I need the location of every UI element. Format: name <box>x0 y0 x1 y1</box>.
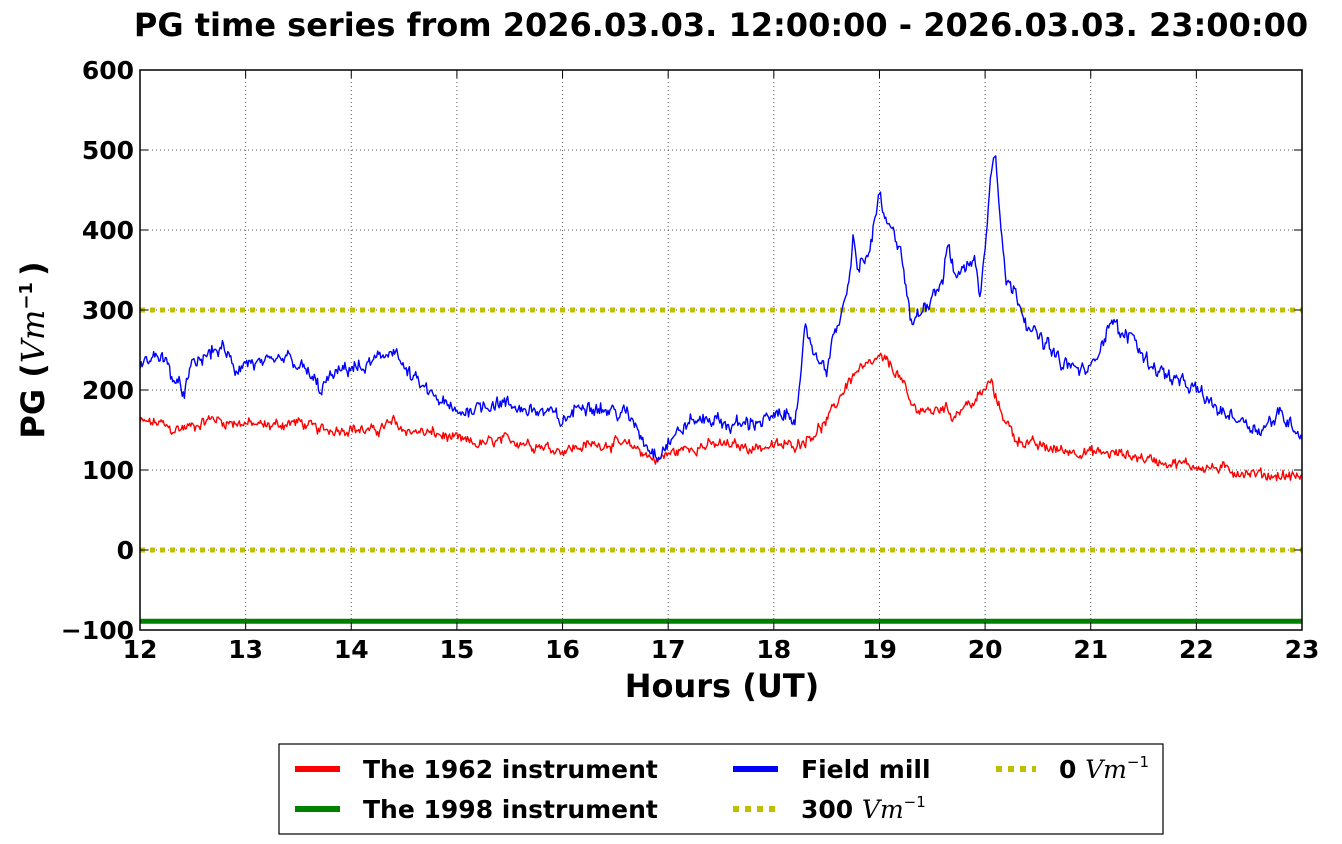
y-tick-label: 600 <box>82 56 134 85</box>
x-tick-label: 20 <box>968 635 1003 664</box>
legend-label-2: Field mill <box>801 755 931 784</box>
y-tick-label: 300 <box>82 296 134 325</box>
x-tick-label: 16 <box>545 635 580 664</box>
y-tick-label: 200 <box>82 376 134 405</box>
x-tick-label: 13 <box>228 635 263 664</box>
y-axis-label-exponent: −1 <box>16 282 37 310</box>
y-tick-label: 500 <box>82 136 134 165</box>
x-tick-label: 17 <box>651 635 686 664</box>
legend-items: The 1962 instrument The 1998 instrument Fi… <box>295 753 1149 824</box>
y-tick-label: −100 <box>61 616 134 645</box>
x-tick-label: 12 <box>123 635 158 664</box>
y-tick-label: 100 <box>82 456 134 485</box>
legend-label-exponent: −1 <box>1127 753 1149 771</box>
y-axis-label-close: ) <box>14 261 52 276</box>
series-line-0 <box>140 352 1302 482</box>
chart-title: PG time series from 2026.03.03. 12:00:00… <box>134 6 1308 44</box>
legend-label-text: The 1962 instrument <box>363 755 658 784</box>
legend-box <box>278 743 1164 835</box>
y-axis-label-unit: Vm <box>14 310 52 363</box>
legend-label-text: The 1998 instrument <box>363 795 658 824</box>
legend-label-0: The 1962 instrument <box>363 755 658 784</box>
y-axis-label-text: PG ( <box>14 363 52 438</box>
x-axis-label: Hours (UT) <box>625 667 820 705</box>
x-tick-label: 22 <box>1179 635 1214 664</box>
x-tick-label: 14 <box>334 635 369 664</box>
legend: The 1962 instrument The 1998 instrument Fi… <box>278 743 1164 835</box>
legend-label-unit: Vm <box>1085 755 1127 784</box>
y-axis-ticks: −100 0 100 200 300 400 500 600 <box>61 56 1302 645</box>
x-tick-label: 23 <box>1285 635 1320 664</box>
series-layer <box>140 155 1302 624</box>
plot-frame <box>139 69 1303 631</box>
legend-label-text: 0 <box>1059 755 1085 784</box>
legend-label-3: 300 Vm−1 <box>801 793 926 824</box>
x-tick-label: 18 <box>756 635 791 664</box>
legend-label-4: 0 Vm−1 <box>1059 753 1149 784</box>
legend-label-text: Field mill <box>801 755 931 784</box>
legend-label-text: 300 <box>801 795 862 824</box>
legend-label-1: The 1998 instrument <box>363 795 658 824</box>
legend-label-unit: Vm <box>862 795 904 824</box>
y-axis-label: PG (Vm−1) <box>14 261 52 438</box>
x-tick-label: 15 <box>440 635 475 664</box>
y-tick-label: 400 <box>82 216 134 245</box>
x-axis-ticks: 12 13 14 15 16 17 18 19 20 21 22 23 <box>123 70 1320 664</box>
y-tick-label: 0 <box>117 536 134 565</box>
x-tick-label: 21 <box>1073 635 1108 664</box>
legend-label-exponent: −1 <box>904 793 926 811</box>
x-tick-label: 19 <box>862 635 897 664</box>
series-line-1 <box>140 155 1302 462</box>
grid <box>140 70 1302 630</box>
